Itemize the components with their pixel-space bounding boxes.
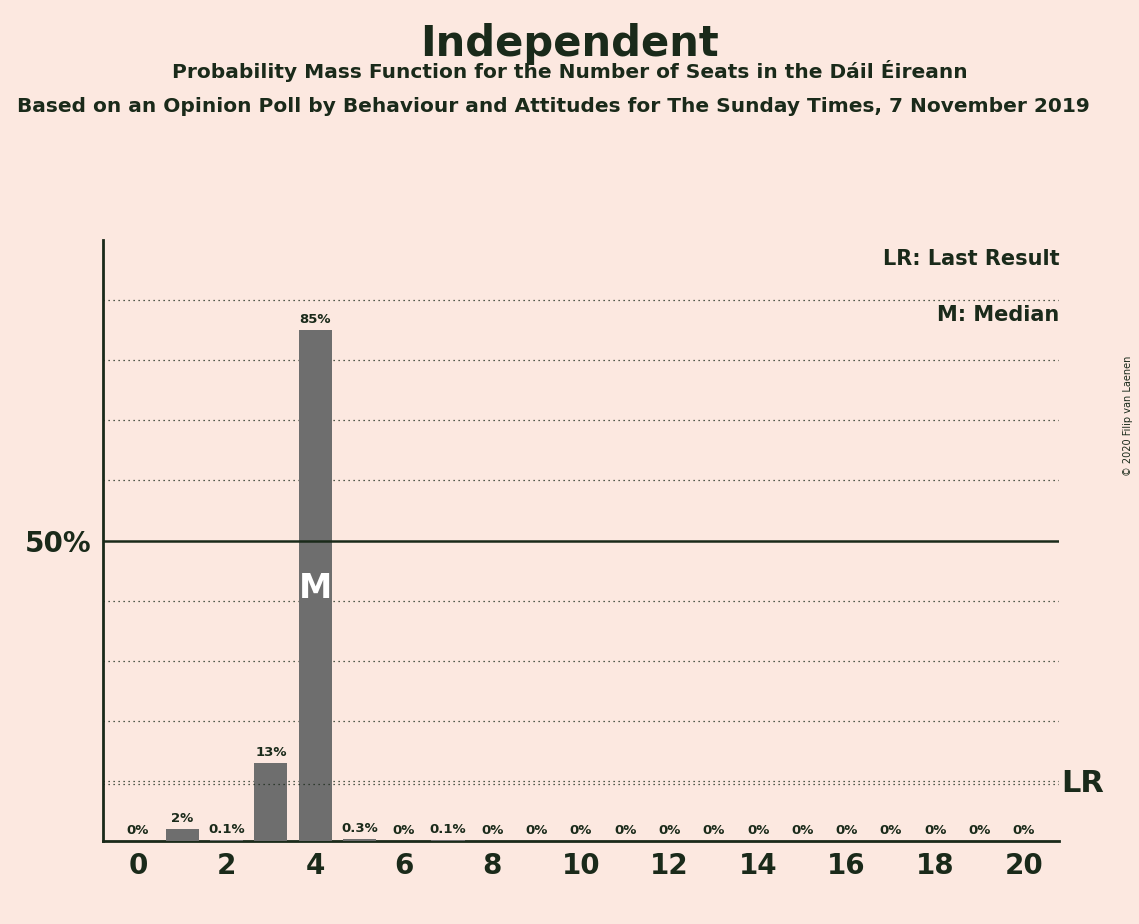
Text: 0%: 0% bbox=[703, 823, 724, 836]
Bar bbox=[254, 763, 287, 841]
Text: Independent: Independent bbox=[420, 23, 719, 65]
Text: 0%: 0% bbox=[393, 823, 415, 836]
Text: 0%: 0% bbox=[968, 823, 991, 836]
Text: © 2020 Filip van Laenen: © 2020 Filip van Laenen bbox=[1123, 356, 1133, 476]
Text: LR: Last Result: LR: Last Result bbox=[883, 249, 1059, 270]
Text: 0%: 0% bbox=[1013, 823, 1035, 836]
Bar bbox=[298, 331, 331, 841]
Bar bbox=[165, 829, 199, 841]
Text: M: Median: M: Median bbox=[937, 305, 1059, 325]
Text: 0%: 0% bbox=[481, 823, 503, 836]
Text: 0%: 0% bbox=[879, 823, 902, 836]
Text: 0%: 0% bbox=[792, 823, 813, 836]
Text: 0.1%: 0.1% bbox=[208, 823, 245, 836]
Text: 0%: 0% bbox=[747, 823, 769, 836]
Text: LR: LR bbox=[1062, 770, 1105, 798]
Text: 0%: 0% bbox=[570, 823, 592, 836]
Text: Based on an Opinion Poll by Behaviour and Attitudes for The Sunday Times, 7 Nove: Based on an Opinion Poll by Behaviour an… bbox=[17, 97, 1090, 116]
Text: 0.1%: 0.1% bbox=[429, 823, 466, 836]
Text: 0%: 0% bbox=[658, 823, 681, 836]
Text: 0%: 0% bbox=[836, 823, 858, 836]
Text: 0%: 0% bbox=[126, 823, 149, 836]
Text: M: M bbox=[298, 572, 331, 605]
Bar bbox=[343, 839, 376, 841]
Text: 0.3%: 0.3% bbox=[341, 821, 378, 835]
Text: 13%: 13% bbox=[255, 746, 287, 759]
Text: 2%: 2% bbox=[171, 811, 194, 824]
Text: 0%: 0% bbox=[614, 823, 637, 836]
Text: Probability Mass Function for the Number of Seats in the Dáil Éireann: Probability Mass Function for the Number… bbox=[172, 60, 967, 82]
Text: 0%: 0% bbox=[525, 823, 548, 836]
Text: 0%: 0% bbox=[924, 823, 947, 836]
Text: 85%: 85% bbox=[300, 313, 330, 326]
